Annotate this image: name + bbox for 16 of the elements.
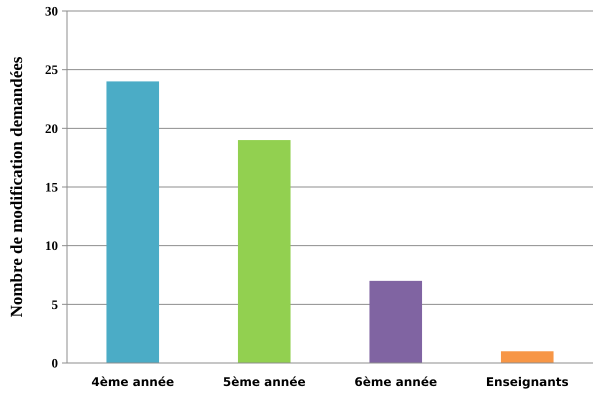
y-tick-label: 15 xyxy=(45,180,58,195)
bar xyxy=(238,140,291,363)
bar xyxy=(106,81,160,363)
bar xyxy=(500,351,554,363)
y-tick-label: 30 xyxy=(45,4,58,19)
x-tick-label: Enseignants xyxy=(486,375,569,389)
y-tick-label: 10 xyxy=(45,238,58,254)
y-tick-label: 5 xyxy=(52,296,58,312)
bar xyxy=(369,280,422,363)
y-tick-label: 25 xyxy=(45,62,58,78)
y-axis-title: Nombre de modification demandées xyxy=(7,56,26,318)
y-tick-label: 20 xyxy=(45,120,58,136)
x-tick-label: 4ème année xyxy=(91,375,174,389)
y-tick-label: 0 xyxy=(52,356,58,371)
x-tick-label: 6ème année xyxy=(354,375,438,389)
x-tick-label: 5ème année xyxy=(222,375,306,389)
